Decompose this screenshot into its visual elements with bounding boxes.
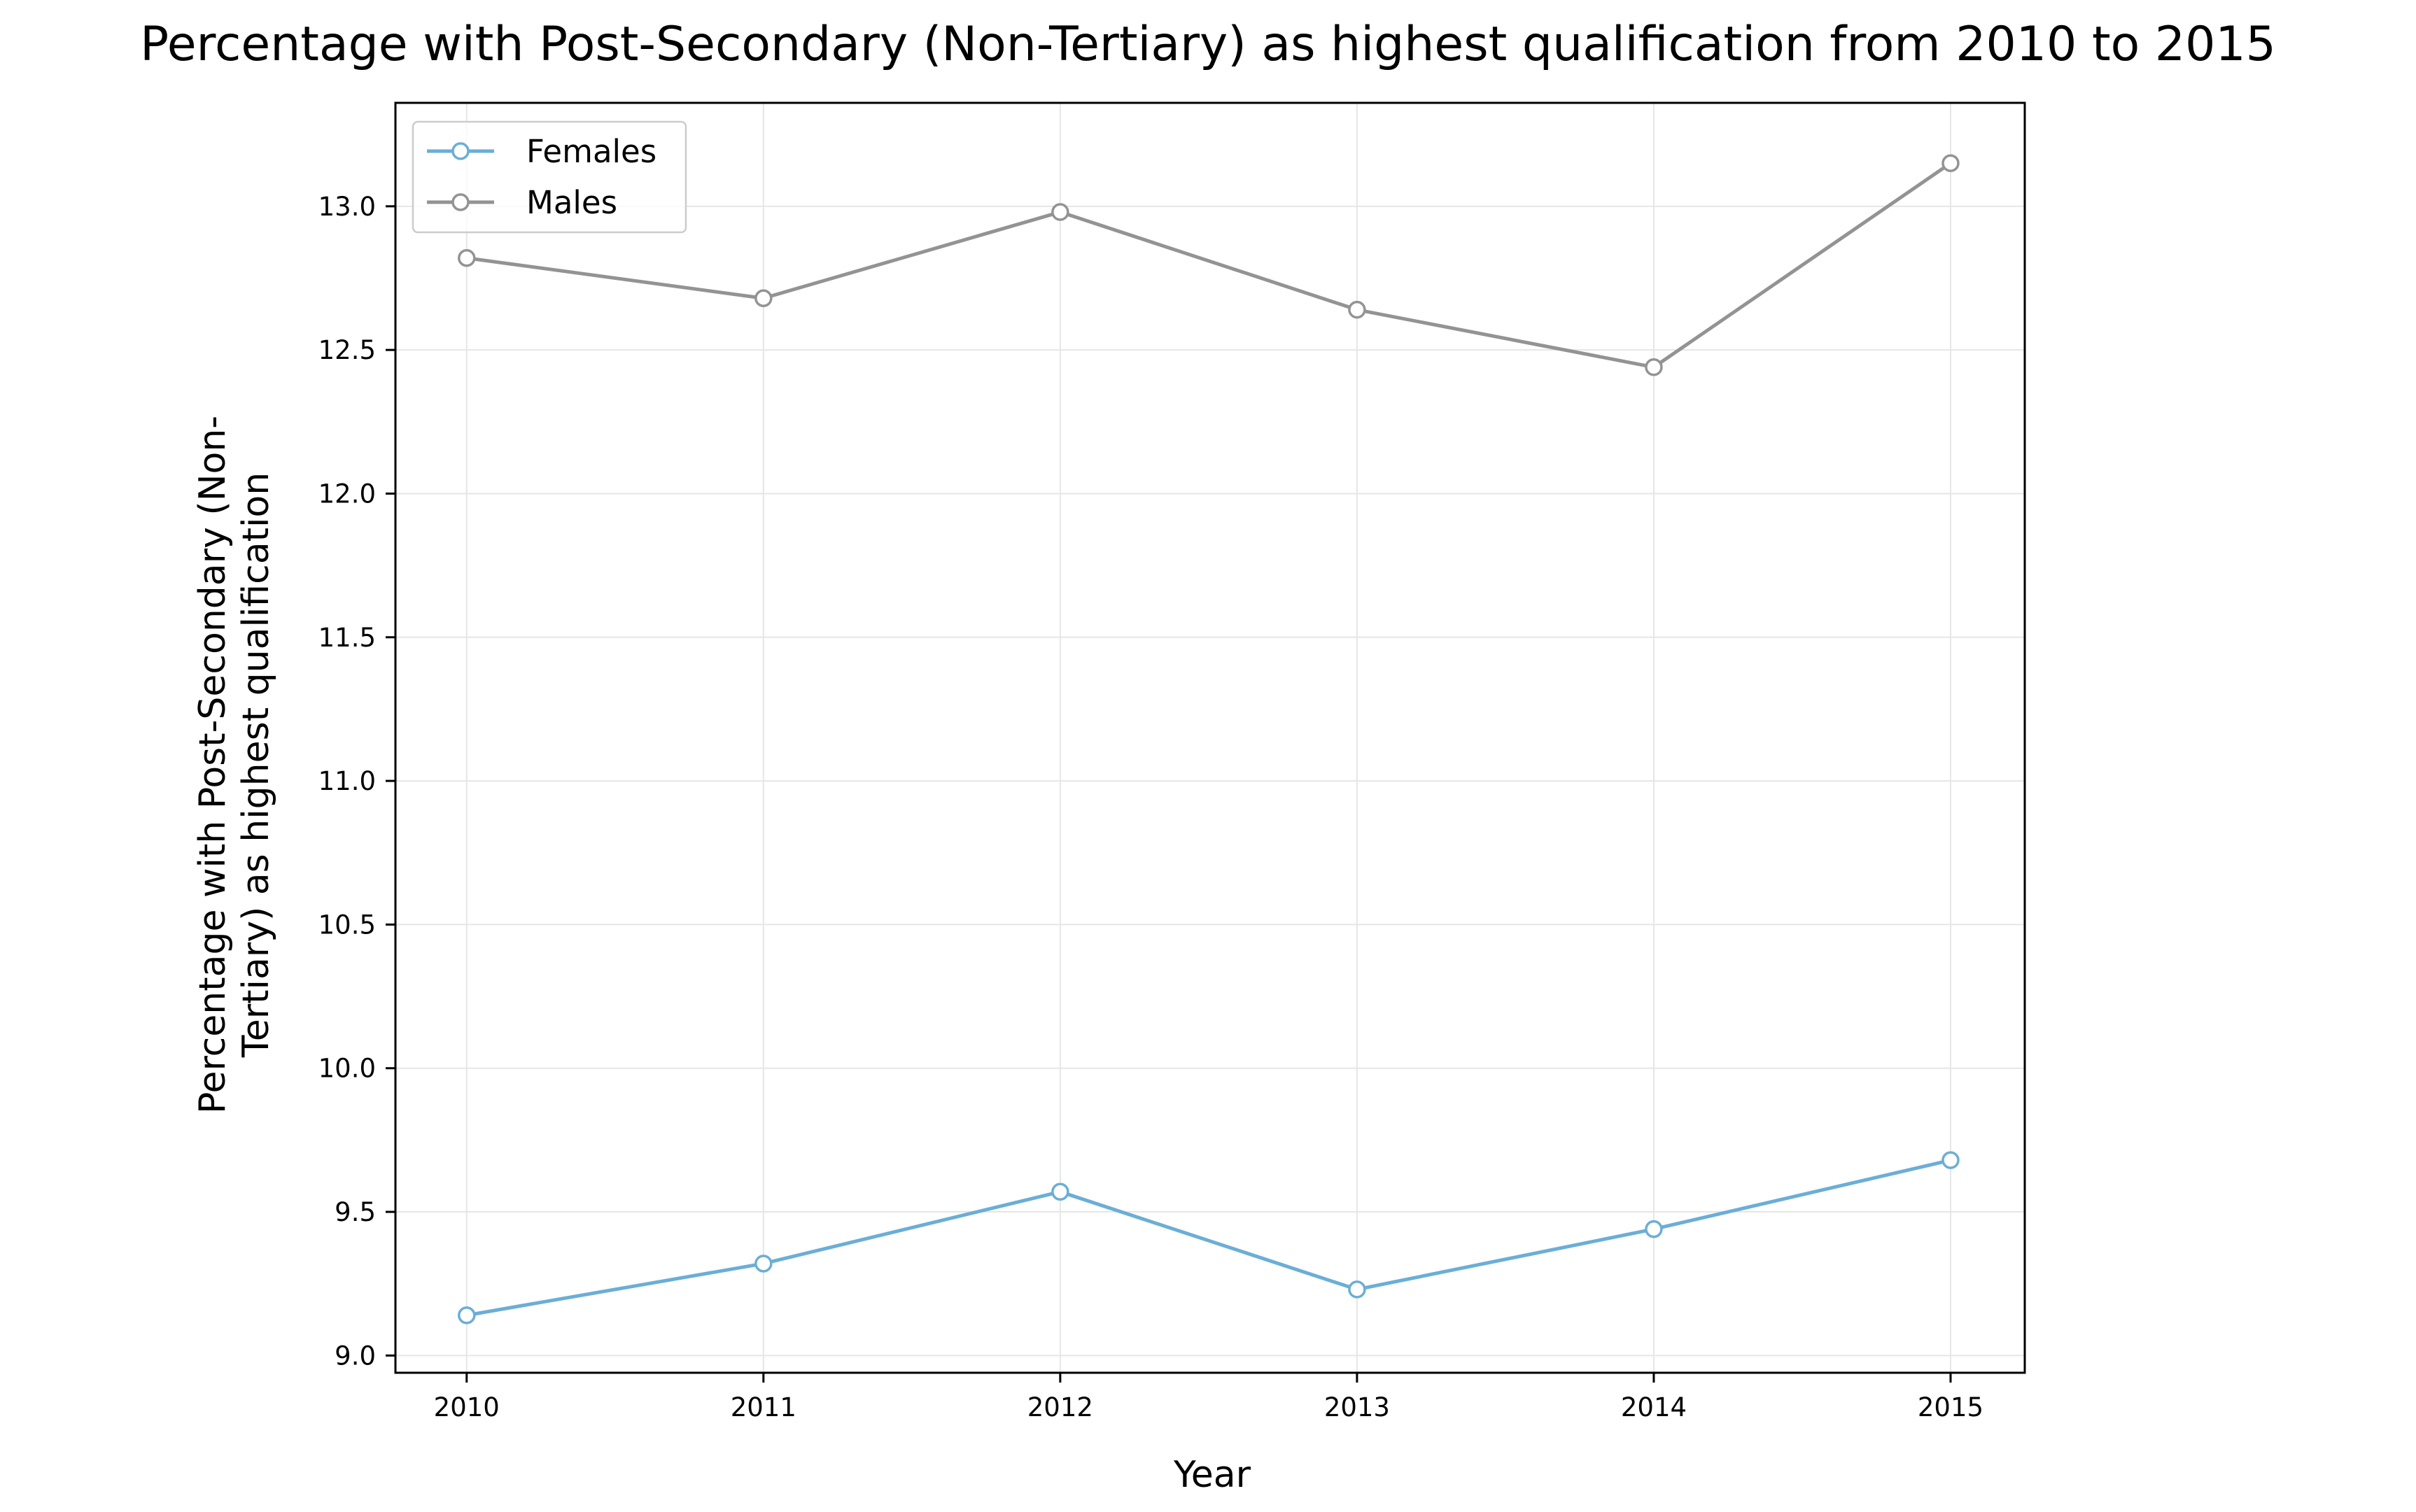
y-axis-label: Percentage with Post-Secondary (Non- Ter… bbox=[192, 416, 277, 1114]
series-males bbox=[458, 154, 1960, 376]
legend-marker-males bbox=[451, 193, 470, 211]
y-tick-label: 11.5 bbox=[318, 623, 376, 653]
x-axis-label: Year bbox=[1173, 1454, 1251, 1496]
legend-item-males: Males bbox=[427, 184, 617, 221]
y-tick-label: 10.0 bbox=[318, 1054, 376, 1084]
y-axis-label-line-1: Percentage with Post-Secondary (Non- bbox=[192, 416, 234, 1114]
y-tick-label: 12.5 bbox=[318, 335, 376, 365]
legend-label-males: Males bbox=[526, 184, 617, 221]
x-axis-ticks: 2010 2011 2012 2013 2014 2015 bbox=[434, 1373, 1983, 1422]
series-line-females bbox=[465, 1158, 1953, 1317]
data-point-males bbox=[458, 248, 476, 267]
legend-label-females: Females bbox=[526, 133, 656, 170]
y-axis-label-line-2: Tertiary) as highest qualification bbox=[235, 472, 277, 1058]
data-point-males bbox=[1645, 358, 1663, 376]
x-tick-label: 2013 bbox=[1324, 1392, 1390, 1422]
data-point-females bbox=[754, 1255, 773, 1273]
x-tick-label: 2012 bbox=[1027, 1392, 1093, 1422]
series-line-males bbox=[465, 161, 1953, 369]
y-tick-label: 13.0 bbox=[318, 192, 376, 222]
data-point-females bbox=[1051, 1182, 1069, 1201]
plot-series bbox=[458, 154, 1960, 1324]
y-tick-label: 11.0 bbox=[318, 766, 376, 796]
data-point-females bbox=[1645, 1220, 1663, 1238]
y-tick-label: 9.5 bbox=[335, 1197, 376, 1227]
data-point-males bbox=[1348, 300, 1366, 319]
data-point-females bbox=[458, 1306, 476, 1324]
legend-marker-females bbox=[451, 142, 470, 160]
y-tick-label: 10.5 bbox=[318, 910, 376, 940]
chart-title: Percentage with Post-Secondary (Non-Tert… bbox=[140, 17, 2276, 72]
series-females bbox=[458, 1151, 1960, 1324]
x-tick-label: 2010 bbox=[434, 1392, 500, 1422]
y-tick-label: 9.0 bbox=[335, 1341, 376, 1371]
data-point-females bbox=[1348, 1280, 1366, 1299]
x-tick-label: 2014 bbox=[1621, 1392, 1687, 1422]
data-point-males bbox=[1941, 154, 1960, 172]
legend: Females Males bbox=[412, 120, 687, 234]
data-point-males bbox=[1051, 203, 1069, 221]
data-point-females bbox=[1941, 1151, 1960, 1169]
plot-area-frame bbox=[394, 101, 2026, 1374]
data-point-males bbox=[754, 289, 773, 307]
y-tick-label: 12.0 bbox=[318, 479, 376, 509]
x-tick-label: 2015 bbox=[1918, 1392, 1983, 1422]
legend-item-females: Females bbox=[427, 133, 656, 170]
y-axis-ticks: 9.0 9.5 10.0 10.5 11.0 11.5 12.0 12.5 13.0 bbox=[318, 192, 395, 1371]
x-tick-label: 2011 bbox=[731, 1392, 796, 1422]
gridlines bbox=[395, 103, 2025, 1373]
